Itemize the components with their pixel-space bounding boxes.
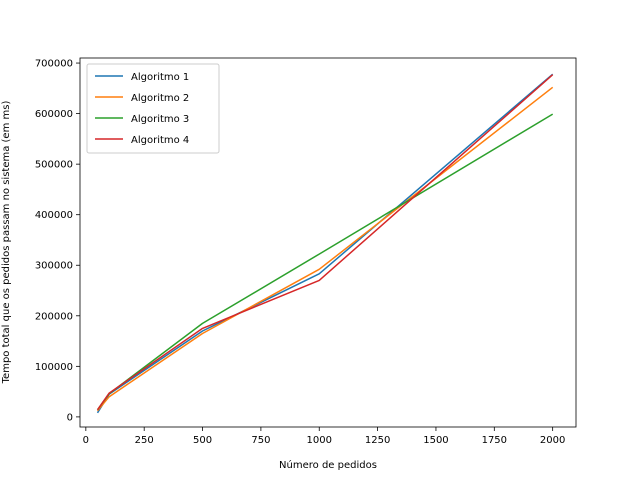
- plot-area-frame: [79, 57, 577, 428]
- x-tick-label: 0: [83, 435, 89, 446]
- legend: Algoritmo 1 Algoritmo 2 Algoritmo 3 Algorit…: [86, 63, 220, 154]
- y-tick-label: 100000: [35, 362, 73, 373]
- x-tick-label: 1750: [482, 435, 507, 446]
- legend-box: [86, 63, 220, 154]
- plot-series: [96, 73, 554, 414]
- series-line-4: [96, 74, 554, 411]
- y-axis-label: Tempo total que os pedidos passam no sis…: [1, 101, 12, 385]
- y-tick-label: 500000: [35, 160, 73, 171]
- y-tick-label: 300000: [35, 261, 73, 272]
- x-tick-label: 750: [251, 435, 270, 446]
- y-tick-label: 600000: [35, 109, 73, 120]
- x-tick-label: 1000: [307, 435, 332, 446]
- x-tick-label: 500: [193, 435, 212, 446]
- legend-label-1: Algoritmo 1: [131, 72, 189, 83]
- legend-label-3: Algoritmo 3: [131, 114, 189, 125]
- y-axis-ticks: 0 100000 200000 300000 400000 500000 600000 700…: [35, 59, 80, 423]
- x-tick-label: 1250: [365, 435, 390, 446]
- y-tick-label: 200000: [35, 311, 73, 322]
- x-tick-label: 250: [135, 435, 154, 446]
- series-line-2: [96, 86, 554, 412]
- x-tick-label: 2000: [540, 435, 565, 446]
- x-tick-label: 1500: [423, 435, 448, 446]
- y-tick-label: 0: [67, 412, 73, 423]
- y-tick-label: 700000: [35, 59, 73, 70]
- legend-label-4: Algoritmo 4: [131, 135, 189, 146]
- x-axis-ticks: 0 250 500 750 1000 1250 1500 1750 2000: [83, 427, 565, 446]
- legend-label-2: Algoritmo 2: [131, 93, 189, 104]
- y-tick-label: 400000: [35, 210, 73, 221]
- x-axis-label: Número de pedidos: [279, 459, 377, 471]
